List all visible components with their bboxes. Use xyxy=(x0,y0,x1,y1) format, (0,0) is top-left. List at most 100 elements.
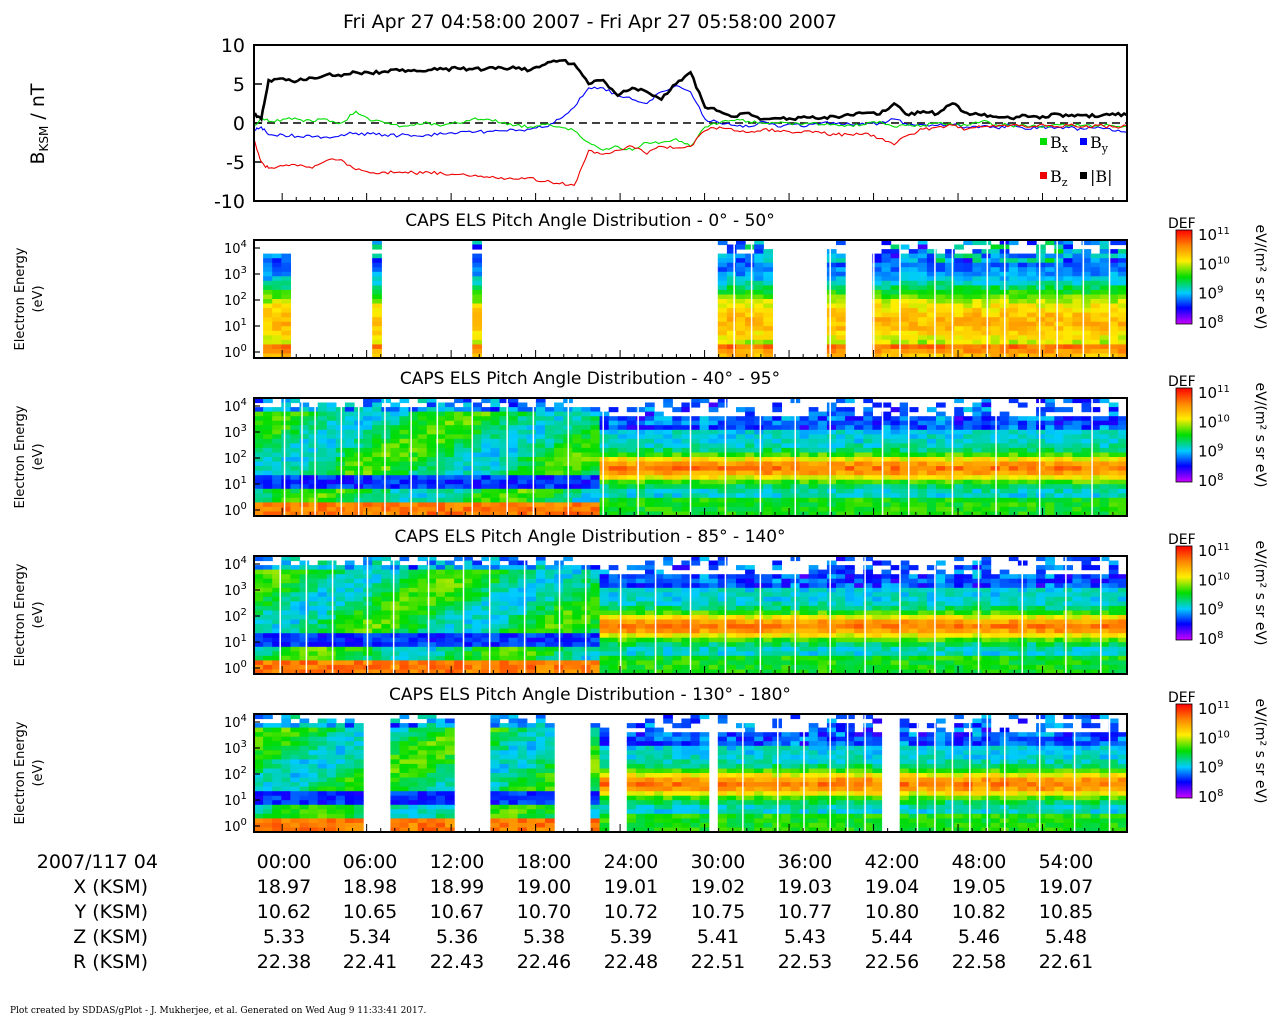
spectro-cell xyxy=(890,262,901,268)
spectro-cell xyxy=(1063,461,1073,467)
spectro-cell xyxy=(635,416,646,422)
spectro-cell xyxy=(845,484,855,490)
spectro-cell xyxy=(445,416,455,422)
spectro-cell xyxy=(808,601,819,607)
spectro-cell xyxy=(254,578,264,584)
spectro-cell xyxy=(963,502,973,508)
spectro-cell xyxy=(354,587,364,593)
spectro-cell xyxy=(499,479,510,485)
spectro-cell xyxy=(326,596,337,602)
spectro-cell xyxy=(572,447,582,453)
spectro-cell xyxy=(1017,429,1028,435)
spectro-cell xyxy=(526,642,537,648)
spectro-cell xyxy=(299,479,310,485)
spectro-cell xyxy=(1036,299,1046,305)
spectro-cell xyxy=(608,669,619,675)
spectro-cell xyxy=(972,308,983,314)
spectro-cell xyxy=(754,669,764,675)
spectro-cell xyxy=(399,642,410,648)
spectro-cell xyxy=(672,479,682,485)
spectro-cell xyxy=(517,583,528,589)
spectro-cell xyxy=(326,466,337,472)
spectro-cell xyxy=(708,461,719,467)
spectro-cell xyxy=(654,506,664,512)
spectro-cell xyxy=(981,303,992,309)
spectro-cell xyxy=(936,447,946,453)
spectro-cell xyxy=(499,470,510,476)
spectro-cell xyxy=(763,280,773,286)
spectro-cell xyxy=(799,506,810,512)
spectro-cell xyxy=(335,569,346,575)
spectro-cell xyxy=(1108,249,1119,255)
spectro-cell xyxy=(917,457,928,463)
spectro-cell xyxy=(745,569,755,575)
spectro-cell xyxy=(1008,475,1019,481)
spectro-cell xyxy=(672,484,682,490)
spectro-cell xyxy=(817,615,828,621)
spectro-cell xyxy=(763,479,773,485)
spectro-cell xyxy=(1027,438,1037,444)
spectro-cell xyxy=(954,470,964,476)
spectro-cell xyxy=(899,452,910,458)
spectro-cell xyxy=(254,416,264,422)
spectro-cell xyxy=(854,488,864,494)
spectro-cell xyxy=(954,271,964,277)
spectro-cell xyxy=(826,596,837,602)
spectro-cell xyxy=(499,596,510,602)
spectro-cell xyxy=(417,592,428,598)
spectro-cell xyxy=(454,592,464,598)
spectro-cell xyxy=(863,506,873,512)
spectro-cell xyxy=(326,583,337,589)
spectro-cell xyxy=(281,601,291,607)
spectro-cell xyxy=(736,258,746,264)
spectro-cell xyxy=(917,429,928,435)
spectro-cell xyxy=(808,642,819,648)
spectro-cell xyxy=(781,438,792,444)
spectro-cell xyxy=(545,484,555,490)
spectro-cell xyxy=(1027,506,1037,512)
spectro-cell xyxy=(472,330,482,336)
spectro-cell xyxy=(1108,425,1119,431)
spectro-cell xyxy=(836,466,846,472)
spectro-cell xyxy=(426,407,437,413)
spectro-cell xyxy=(1081,267,1092,273)
spectro-cell xyxy=(963,326,973,332)
spectro-cell xyxy=(399,493,410,499)
spectro-cell xyxy=(981,484,992,490)
spectro-cell xyxy=(863,429,873,435)
spectro-cell xyxy=(972,452,983,458)
spectro-cell xyxy=(772,633,782,639)
spectro-cell xyxy=(1008,308,1019,314)
spectro-cell xyxy=(308,574,319,580)
spectro-cell xyxy=(817,411,828,417)
spectro-cell xyxy=(417,416,428,422)
spectro-cell xyxy=(1117,271,1128,277)
spectro-cell xyxy=(1099,348,1110,354)
spectro-cell xyxy=(281,294,291,300)
spectro-cell xyxy=(1099,434,1110,440)
spectro-cell xyxy=(435,565,446,571)
spectro-cell xyxy=(717,488,728,494)
spectro-cell xyxy=(836,506,846,512)
spectro-cell xyxy=(254,479,264,485)
spectro-cell xyxy=(517,447,528,453)
spectro-cell xyxy=(1063,416,1073,422)
spectro-cell xyxy=(917,438,928,444)
spectro-cell xyxy=(626,488,637,494)
spectro-cell xyxy=(535,466,546,472)
spectro-cell xyxy=(535,642,546,648)
spectro-cell xyxy=(1017,330,1028,336)
spectro-cell xyxy=(836,583,846,589)
spectro-cell xyxy=(763,416,773,422)
spectro-cell xyxy=(645,461,655,467)
spectro-cell xyxy=(363,407,373,413)
spectro-cell xyxy=(836,420,846,426)
spectro-cell xyxy=(808,466,819,472)
spectro-cell xyxy=(836,267,846,273)
spectro-cell xyxy=(463,633,473,639)
spectro-cell xyxy=(535,425,546,431)
spectro-cell xyxy=(299,466,310,472)
spectro-cell xyxy=(717,321,728,327)
spectro-cell xyxy=(490,506,501,512)
spectro-cell xyxy=(399,447,410,453)
